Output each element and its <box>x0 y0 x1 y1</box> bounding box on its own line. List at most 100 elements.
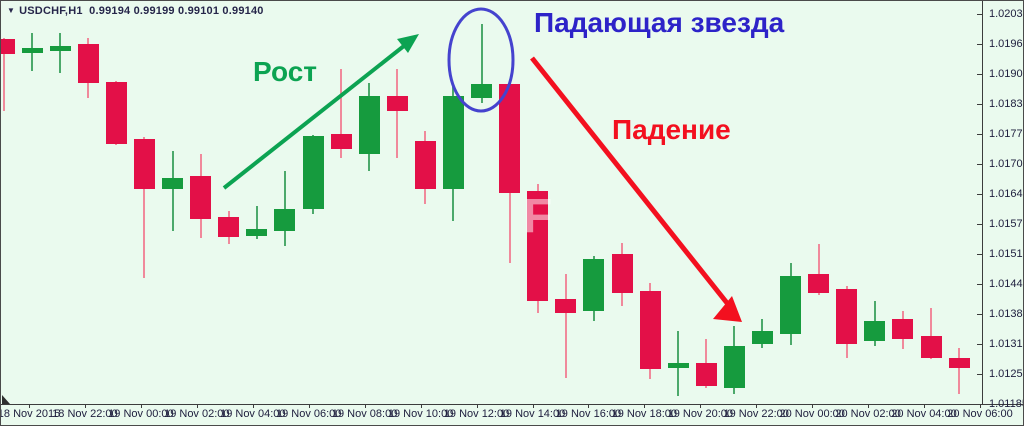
growth-arrow-head-icon <box>397 34 419 53</box>
price-axis-line <box>982 1 983 405</box>
chart-title: ▼ USDCHF,H1 0.99194 0.99199 0.99101 0.991… <box>7 5 264 17</box>
time-axis-label: 20 Nov 02:00 <box>835 408 901 420</box>
time-axis-tick <box>476 405 478 408</box>
price-axis-tick <box>977 224 982 226</box>
time-axis-label: 19 Nov 22:00 <box>723 408 789 420</box>
price-axis-tick <box>977 194 982 196</box>
scroll-corner-icon[interactable] <box>2 395 10 404</box>
time-axis-label: 19 Nov 14:00 <box>499 408 566 420</box>
candle-body <box>133 138 155 190</box>
time-axis-label: 18 Nov 22:00 <box>52 408 118 420</box>
candle-body <box>162 178 183 190</box>
time-axis-label: 20 Nov 06:00 <box>947 408 1013 420</box>
fall-arrow-head-icon <box>713 296 742 322</box>
time-axis-tick <box>924 405 925 408</box>
time-axis-label: 19 Nov 04:00 <box>220 408 286 420</box>
time-axis-tick <box>420 405 422 408</box>
candle-body <box>723 346 745 389</box>
candle-body <box>948 358 970 368</box>
candle-wick <box>171 150 174 232</box>
candle-body <box>751 330 773 344</box>
price-axis-tick <box>977 44 982 46</box>
price-axis-label: 1.01445 <box>989 278 1023 291</box>
time-axis-label: 19 Nov 06:00 <box>275 408 342 420</box>
candle-body <box>302 136 324 209</box>
watermark-text: F <box>523 190 553 243</box>
price-axis-tick <box>977 254 982 256</box>
time-axis-label: 19 Nov 12:00 <box>443 408 510 420</box>
candle-body <box>1 39 15 54</box>
candle-wick <box>3 37 5 112</box>
candle-body <box>105 82 127 144</box>
time-axis-tick <box>812 405 814 408</box>
candle-body <box>274 209 296 232</box>
price-axis-label: 1.01900 <box>989 68 1023 81</box>
time-axis-tick <box>532 405 534 408</box>
time-axis-line <box>1 404 1023 405</box>
candle-wick <box>396 69 399 158</box>
time-axis-label: 18 Nov 2015 <box>0 408 61 420</box>
price-axis-label: 1.02030 <box>989 8 1023 21</box>
price-axis-tick <box>977 374 982 376</box>
price-axis-label: 1.01770 <box>989 128 1023 141</box>
candle-body <box>555 299 577 313</box>
time-axis-label: 20 Nov 00:00 <box>779 408 845 420</box>
time-axis-tick <box>364 405 366 408</box>
price-axis-label: 1.01315 <box>989 338 1023 351</box>
price-axis-tick <box>977 14 982 16</box>
price-axis-tick <box>977 314 982 316</box>
time-axis-tick <box>29 405 30 408</box>
price-axis-tick <box>977 74 982 76</box>
candle-wick <box>930 307 932 359</box>
time-axis-tick <box>196 405 198 408</box>
candle-body <box>77 43 99 83</box>
candle-body <box>218 216 240 238</box>
time-axis-tick <box>980 405 981 408</box>
price-axis-tick <box>977 164 982 166</box>
candle-body <box>21 48 43 54</box>
price-axis-tick <box>977 104 982 106</box>
price-axis-tick <box>977 134 982 136</box>
time-axis-label: 19 Nov 00:00 <box>108 408 174 420</box>
time-axis-label: 19 Nov 20:00 <box>667 408 734 420</box>
candle-body <box>611 253 633 293</box>
candle-body <box>583 258 605 312</box>
price-axis-label: 1.01705 <box>989 158 1023 171</box>
candle-body <box>49 46 71 52</box>
symbol-timeframe-label: USDCHF,H1 <box>19 5 83 17</box>
candle-wick <box>958 348 961 395</box>
price-axis-label: 1.01835 <box>989 98 1023 111</box>
price-axis-label: 1.01510 <box>989 248 1023 261</box>
time-axis-tick <box>84 405 86 408</box>
candle-body <box>246 228 268 236</box>
symbol-dropdown-icon[interactable]: ▼ <box>7 6 16 15</box>
candle-wick <box>564 274 567 378</box>
candle-body <box>639 291 661 370</box>
time-axis-tick <box>644 405 646 408</box>
candle-body <box>499 84 521 193</box>
candle-body <box>864 320 886 342</box>
candle-body <box>920 336 942 359</box>
price-axis-tick <box>977 404 982 406</box>
candle-body <box>190 175 212 220</box>
candle-body <box>442 96 464 190</box>
time-axis-label: 20 Nov 04:00 <box>891 408 957 420</box>
candle-body <box>471 84 492 98</box>
price-axis-tick <box>977 284 982 286</box>
time-axis-tick <box>700 405 702 408</box>
price-axis-label: 1.01380 <box>989 308 1023 321</box>
candle-body <box>414 141 436 190</box>
candle-body <box>808 274 830 293</box>
candle-wick <box>817 244 820 295</box>
candle-wick <box>143 137 146 278</box>
price-axis-label: 1.01250 <box>989 368 1023 381</box>
candle-wick <box>255 205 258 239</box>
growth-label[interactable]: Рост <box>253 56 317 87</box>
candle-body <box>386 96 408 112</box>
price-axis-label: 1.01185 <box>989 398 1023 411</box>
fall-label[interactable]: Падение <box>612 114 731 145</box>
candle-wick <box>283 171 286 246</box>
candle-body <box>358 96 380 155</box>
shooting-star-label[interactable]: Падающая звезда <box>534 7 785 38</box>
